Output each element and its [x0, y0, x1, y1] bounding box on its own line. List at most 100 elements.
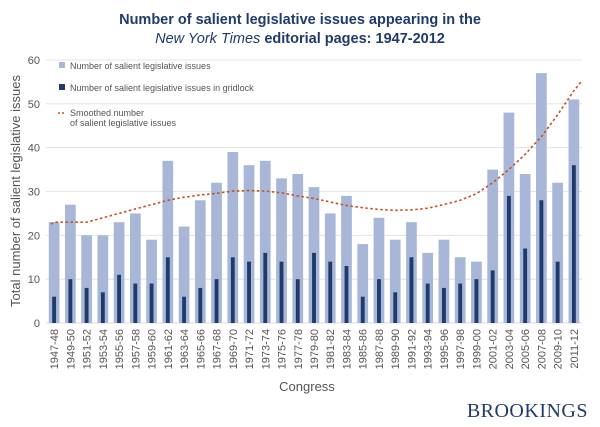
- legend-label-total: Number of salient legislative issues: [70, 61, 211, 71]
- bar-total: [357, 244, 369, 323]
- x-tick-label: 1955-56: [114, 329, 126, 369]
- title-line-2: New York Times editorial pages: 1947-201…: [0, 30, 600, 49]
- bars-gridlock-series: [52, 165, 576, 323]
- x-tick-label: 1947-48: [49, 329, 61, 369]
- y-tick-label: 0: [34, 318, 40, 330]
- x-tick-label: 1973-74: [260, 329, 272, 369]
- x-tick-label: 1979-80: [309, 329, 321, 369]
- bar-total: [536, 73, 547, 324]
- bar-gridlock: [442, 287, 446, 323]
- bar-gridlock: [344, 266, 349, 323]
- bar-gridlock: [117, 274, 122, 323]
- bar-gridlock: [539, 200, 544, 323]
- bar-gridlock: [279, 261, 284, 323]
- bar-gridlock: [360, 296, 365, 323]
- bar-gridlock: [474, 279, 479, 323]
- bar-gridlock: [409, 257, 414, 323]
- x-tick-label: 1969-70: [228, 329, 240, 369]
- x-tick-label: 1991-92: [407, 329, 419, 369]
- x-tick-label: 1995-96: [439, 329, 451, 369]
- bar-total: [276, 178, 287, 323]
- bar-total: [211, 182, 222, 323]
- bar-total: [129, 213, 141, 323]
- y-tick-label: 40: [28, 143, 40, 155]
- bar-gridlock: [571, 165, 576, 323]
- legend-swatch-gridlock: [59, 84, 65, 90]
- y-tick-label: 50: [28, 99, 40, 111]
- y-tick-label: 20: [28, 230, 40, 242]
- x-tick-label: 1999-00: [471, 329, 483, 369]
- smoothed-line: [50, 80, 583, 225]
- bar-gridlock: [68, 279, 73, 323]
- bar-total: [194, 200, 206, 323]
- bar-total: [162, 160, 174, 323]
- bar-gridlock: [393, 292, 398, 323]
- bar-total: [389, 239, 401, 323]
- x-tick-label: 1949-50: [65, 329, 77, 369]
- x-tick-label: 1987-88: [374, 329, 386, 369]
- x-tick-label: 1997-98: [455, 329, 467, 369]
- x-tick-label: 1953-54: [98, 329, 110, 369]
- bar-gridlock: [490, 270, 495, 323]
- chart-title: Number of salient legislative issues app…: [0, 11, 600, 49]
- x-tick-label: 2001-02: [488, 329, 500, 369]
- y-axis-ticks: 0 10 20 30 40 50 60: [28, 55, 40, 330]
- x-tick-label: 2011-12: [569, 329, 581, 369]
- x-tick-label: 1951-52: [82, 329, 94, 369]
- bar-total: [65, 204, 76, 323]
- bar-gridlock: [198, 287, 203, 323]
- bar-gridlock: [100, 292, 105, 323]
- bar-total: [48, 222, 60, 323]
- bar-gridlock: [149, 283, 154, 323]
- title-line-2-rest: editorial pages: 1947-2012: [260, 31, 445, 47]
- bar-total: [113, 222, 125, 323]
- x-tick-label: 1989-90: [390, 329, 402, 369]
- bar-gridlock: [425, 283, 430, 323]
- bar-gridlock: [214, 279, 219, 323]
- bar-gridlock: [328, 261, 333, 323]
- bar-gridlock: [263, 252, 268, 323]
- bar-total: [292, 173, 304, 323]
- legend: Number of salient legislative issues Num…: [58, 61, 254, 128]
- bar-gridlock: [377, 279, 381, 323]
- x-tick-label: 1967-68: [212, 329, 224, 369]
- bar-gridlock: [247, 261, 251, 323]
- legend-swatch-total: [59, 62, 65, 68]
- bar-total: [438, 239, 450, 323]
- bar-total: [81, 235, 92, 323]
- y-axis-label: Total number of salient legislative issu…: [8, 75, 23, 307]
- bar-gridlock: [523, 248, 528, 323]
- bar-total: [341, 195, 352, 323]
- x-tick-label: 2007-08: [536, 329, 548, 369]
- x-tick-label: 1983-84: [342, 329, 354, 369]
- bar-total: [259, 160, 271, 323]
- x-tick-label: 1961-62: [163, 329, 175, 369]
- bar-gridlock: [165, 257, 170, 323]
- bar-gridlock: [133, 283, 138, 323]
- x-axis-label: Congress: [279, 379, 335, 394]
- brand-logo: BROOKINGS: [467, 400, 588, 422]
- legend-label-gridlock: Number of salient legislative issues in …: [70, 83, 254, 93]
- x-axis-ticks: 1947-48 1949-50 1951-52 1953-54 1955-56 1957-…: [49, 329, 581, 369]
- x-tick-label: 1975-76: [277, 329, 289, 369]
- x-tick-label: 2005-06: [520, 329, 532, 369]
- title-line-1: Number of salient legislative issues app…: [119, 12, 481, 28]
- bar-gridlock: [182, 296, 186, 323]
- bar-total: [97, 235, 109, 323]
- x-tick-label: 1963-64: [179, 329, 191, 369]
- y-tick-label: 60: [28, 55, 40, 67]
- x-tick-label: 1959-60: [147, 329, 159, 369]
- x-tick-label: 1965-66: [195, 329, 207, 369]
- y-tick-label: 30: [28, 187, 40, 199]
- bar-gridlock: [295, 279, 300, 323]
- bar-total: [373, 217, 385, 323]
- x-tick-label: 1977-78: [293, 329, 305, 369]
- x-tick-label: 2003-04: [504, 329, 516, 369]
- bar-gridlock: [506, 195, 511, 323]
- x-tick-label: 1957-58: [130, 329, 142, 369]
- bar-gridlock: [458, 283, 463, 323]
- x-tick-label: 2009-10: [553, 329, 565, 369]
- bar-total: [146, 239, 157, 323]
- bar-total: [243, 165, 255, 323]
